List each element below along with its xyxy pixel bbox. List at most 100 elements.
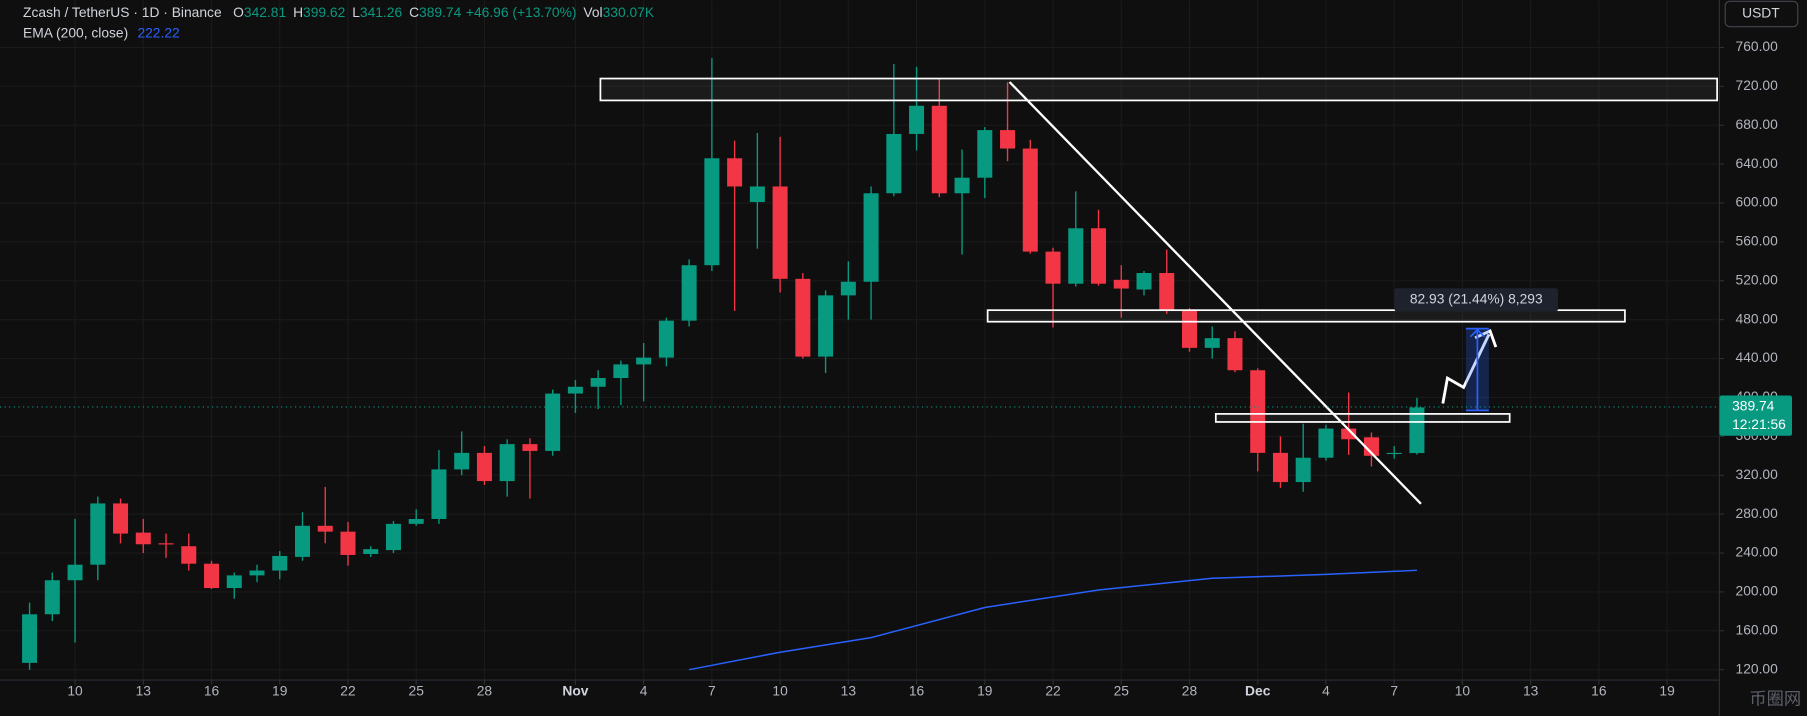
measure-label: 82.93 (21.44%) 8,293 xyxy=(1410,290,1543,306)
candle-body xyxy=(1068,228,1084,284)
x-tick-label: 19 xyxy=(977,682,993,698)
candle-body xyxy=(636,357,652,365)
volume-value: 330.07K xyxy=(603,4,655,20)
candle-body xyxy=(681,265,697,321)
projection-arrow-head xyxy=(1474,328,1498,348)
candle-body xyxy=(863,193,879,282)
x-tick-label: 10 xyxy=(1455,682,1471,698)
measure-arrow xyxy=(1469,328,1485,338)
candle-body xyxy=(44,580,60,615)
x-tick-label: Dec xyxy=(1245,682,1271,698)
candle-body xyxy=(1000,130,1016,149)
change-value: +46.96 (+13.70%) xyxy=(466,4,577,20)
candle-body xyxy=(67,564,83,581)
candle-body xyxy=(476,452,492,482)
x-tick-label: 13 xyxy=(841,682,857,698)
drawings xyxy=(599,77,1718,505)
x-tick-label: 7 xyxy=(708,682,716,698)
candle-body xyxy=(294,525,310,557)
ohlc-value: 399.62 xyxy=(303,4,345,20)
candle-body xyxy=(408,518,424,524)
candle-body xyxy=(385,523,401,551)
currency-label[interactable]: USDT xyxy=(1742,5,1780,21)
plot-area xyxy=(22,58,1425,671)
watermark: 币圈网 xyxy=(1749,688,1801,708)
candle-body xyxy=(727,158,743,187)
candle-body xyxy=(1386,452,1402,455)
resistance-zone xyxy=(599,77,1718,102)
candle-body xyxy=(795,278,811,357)
candle-body xyxy=(1272,452,1288,483)
y-tick-label: 520.00 xyxy=(1736,271,1779,287)
y-tick-label: 440.00 xyxy=(1736,349,1779,365)
candle-body xyxy=(1250,370,1266,453)
candle-body xyxy=(1318,428,1334,458)
volume-prefix: Vol xyxy=(583,4,602,20)
y-tick-label: 200.00 xyxy=(1736,583,1779,599)
legend-header: Zcash / TetherUS · 1D · Binance O342.81 H3… xyxy=(23,4,655,20)
symbol-title: Zcash / TetherUS · 1D · Binance xyxy=(23,4,222,20)
ohlc-prefix: H xyxy=(293,4,303,20)
candle-body xyxy=(317,525,333,532)
candle-body xyxy=(1181,309,1197,348)
indicator-value: 222.22 xyxy=(137,24,179,40)
y-tick-label: 480.00 xyxy=(1736,310,1779,326)
countdown-label: 12:21:56 xyxy=(1732,416,1786,432)
trend-line xyxy=(1008,81,1422,505)
candle-body xyxy=(1136,273,1152,290)
candle-body xyxy=(363,549,379,554)
x-tick-label: 10 xyxy=(772,682,788,698)
x-tick-label: 19 xyxy=(272,682,288,698)
candle-body xyxy=(977,130,993,178)
candle-body xyxy=(204,563,220,589)
indicator-name: EMA (200, close) xyxy=(23,24,128,40)
candle-body xyxy=(22,614,38,663)
y-tick-label: 760.00 xyxy=(1736,38,1779,54)
candle-body xyxy=(135,532,151,545)
candle-body xyxy=(1363,437,1379,456)
candle-body xyxy=(522,444,538,451)
candle-body xyxy=(613,364,629,379)
ohlc-value: 389.74 xyxy=(419,4,462,20)
candle-body xyxy=(931,105,947,194)
last-price-label: 389.74 xyxy=(1732,398,1775,414)
candle-body xyxy=(454,452,470,470)
candle-body xyxy=(658,320,674,358)
y-tick-label: 240.00 xyxy=(1736,544,1779,560)
ema-line xyxy=(688,569,1417,671)
candle-body xyxy=(590,378,606,387)
y-tick-label: 640.00 xyxy=(1736,155,1779,171)
x-tick-label: 22 xyxy=(1045,682,1060,698)
x-tick-label: 25 xyxy=(1114,682,1130,698)
x-tick-label: 10 xyxy=(67,682,83,698)
ohlc-prefix: L xyxy=(352,4,360,20)
candle-body xyxy=(567,386,583,394)
ohlc-prefix: O xyxy=(233,4,244,20)
x-tick-label: 16 xyxy=(204,682,220,698)
ohlc-value: 342.81 xyxy=(244,4,286,20)
candle-body xyxy=(1091,228,1107,284)
candle-body xyxy=(90,503,106,565)
axes: 760.00 720.00 680.00 640.00 600.00 560.00 520.… xyxy=(67,38,1778,698)
candle-body xyxy=(1159,273,1175,310)
candle-body xyxy=(840,281,856,296)
x-tick-label: 7 xyxy=(1390,682,1398,698)
candle-body xyxy=(499,444,515,482)
y-tick-label: 160.00 xyxy=(1736,621,1779,637)
candle-body xyxy=(1295,457,1311,483)
candle-body xyxy=(909,105,925,134)
x-tick-label: 19 xyxy=(1659,682,1675,698)
candle-body xyxy=(772,186,788,279)
candle-body xyxy=(158,543,174,545)
candle-body xyxy=(1227,338,1243,371)
currency-button[interactable] xyxy=(1724,0,1799,28)
x-tick-label: 28 xyxy=(1182,682,1198,698)
support-zone xyxy=(1214,413,1511,423)
y-tick-label: 120.00 xyxy=(1736,660,1779,676)
x-tick-label: 25 xyxy=(409,682,425,698)
candle-body xyxy=(704,158,720,266)
candle-body xyxy=(1045,251,1061,284)
candle-body xyxy=(340,531,356,555)
